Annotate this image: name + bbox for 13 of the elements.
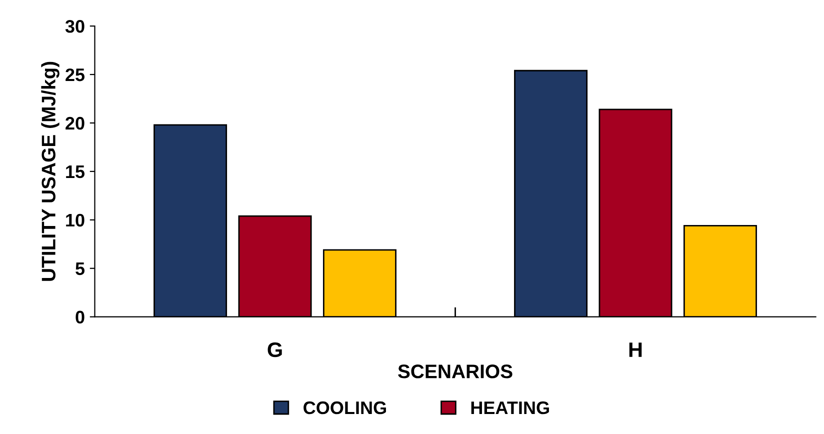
x-tick-label: G bbox=[268, 342, 282, 358]
y-tick-label: 20 bbox=[66, 116, 84, 130]
y-tick-label: 15 bbox=[66, 166, 85, 178]
y-tick-label: 5 bbox=[76, 262, 85, 276]
y-tick-label: 0 bbox=[76, 310, 84, 324]
y-axis-title: UTILITY USAGE (MJ/kg) bbox=[41, 62, 60, 281]
legend-label: COOLING bbox=[304, 401, 386, 414]
x-axis-title: SCENARIOS bbox=[398, 364, 512, 378]
y-tick-label: 30 bbox=[65, 20, 84, 33]
y-tick-label: 10 bbox=[66, 214, 84, 227]
x-tick-label: H bbox=[629, 342, 642, 357]
legend-label: HEATING bbox=[471, 401, 549, 414]
y-tick-label: 25 bbox=[66, 68, 85, 82]
